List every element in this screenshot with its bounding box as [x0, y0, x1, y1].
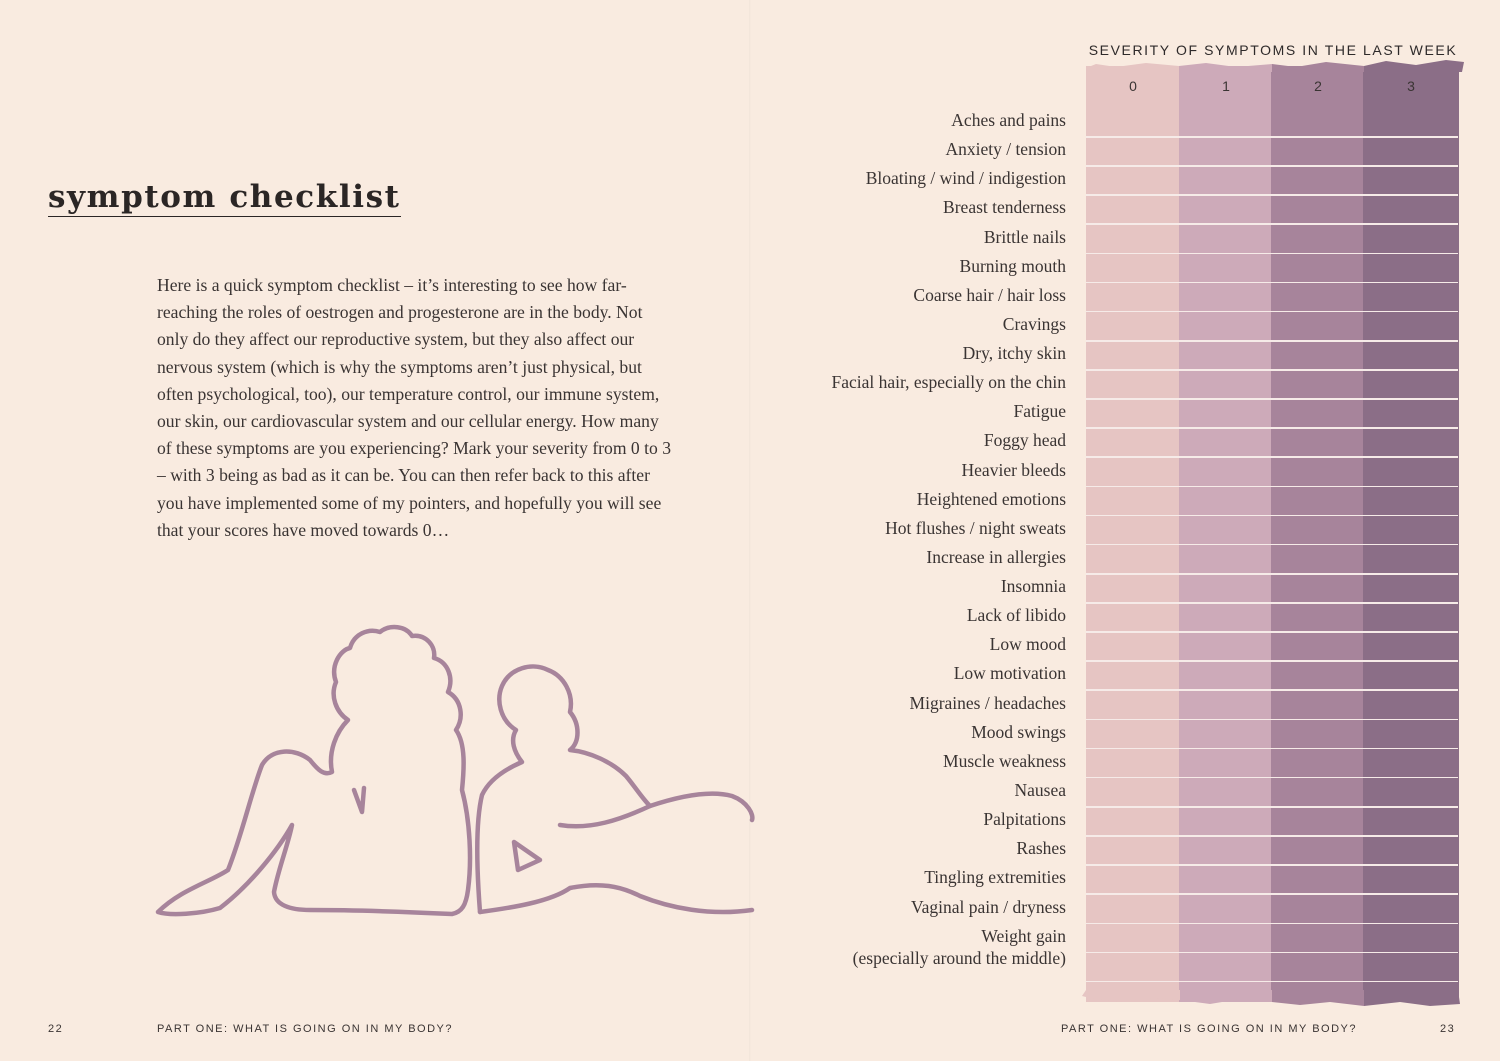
symptom-label: Migraines / headaches [909, 692, 1066, 713]
symptom-label: Brittle nails [983, 226, 1066, 247]
row-rule [1086, 543, 1458, 546]
symptom-label: Low mood [989, 634, 1066, 655]
row-rule [1086, 427, 1458, 429]
right-woman-hip [557, 803, 653, 829]
row-rule [1086, 922, 1458, 925]
two-women-illustration [155, 624, 755, 917]
brush-edge-bottom [1082, 990, 1460, 1006]
row-rule [1086, 980, 1458, 983]
symptom-label: Mood swings [971, 721, 1066, 742]
severity-band-3 [1363, 66, 1459, 1002]
row-rule [1086, 514, 1458, 517]
row-rule [1086, 951, 1458, 954]
page-title: symptom checklist [48, 180, 401, 218]
symptom-label: Heavier bleeds [961, 459, 1066, 480]
symptom-label: Tingling extremities [924, 867, 1066, 888]
symptom-label: Dry, itchy skin [962, 343, 1066, 364]
symptom-label: Insomnia [1000, 576, 1066, 597]
symptom-label: Increase in allergies [926, 546, 1066, 567]
symptom-label: Fatigue [1013, 401, 1067, 422]
symptom-label: Weight gain [981, 925, 1066, 946]
symptom-label: Breast tenderness [943, 197, 1066, 218]
symptom-label: Aches and pains [951, 110, 1066, 130]
right-woman-arm-gap [511, 839, 543, 873]
symptom-label: Lack of libido [966, 605, 1066, 626]
book-spine [749, 0, 751, 1061]
symptom-label: Facial hair, especially on the chin [831, 372, 1067, 393]
left-running-head: PART ONE: WHAT IS GOING ON IN MY BODY? [157, 1023, 453, 1035]
row-rule [1086, 310, 1458, 313]
severity-band-0 [1086, 66, 1180, 1002]
left-woman-outline [155, 624, 473, 917]
symptom-note: (especially around the middle) [852, 947, 1066, 968]
row-rule [1086, 456, 1458, 459]
severity-band-2 [1271, 66, 1364, 1002]
symptom-label: Hot flushes / night sweats [885, 517, 1066, 538]
row-rule [1086, 136, 1458, 138]
symptom-label: Anxiety / tension [945, 139, 1066, 160]
symptom-label: Low motivation [953, 663, 1066, 684]
row-rule [1086, 893, 1458, 895]
symptom-label: Vaginal pain / dryness [910, 896, 1066, 917]
row-rule [1086, 805, 1458, 808]
row-rule [1086, 252, 1458, 255]
brush-edge-top [1086, 60, 1464, 72]
symptom-label: Heightened emotions [916, 488, 1066, 509]
symptom-label: Palpitations [983, 809, 1066, 830]
symptom-label: Nausea [1014, 779, 1066, 800]
row-rule [1086, 281, 1458, 284]
row-rule [1086, 660, 1458, 662]
symptom-label: Bloating / wind / indigestion [865, 168, 1066, 189]
row-rule [1086, 602, 1458, 604]
row-rule [1086, 194, 1458, 196]
left-page-number: 22 [48, 1023, 64, 1035]
row-rule [1086, 747, 1458, 750]
severity-band-1 [1179, 66, 1272, 1002]
right-running-head: PART ONE: WHAT IS GOING ON IN MY BODY? [1061, 1023, 1357, 1035]
chart-heading: SEVERITY OF SYMPTOMS IN THE LAST WEEK [1088, 42, 1458, 58]
row-rule [1086, 718, 1458, 721]
left-woman-arm-gap [351, 785, 367, 815]
symptom-label: Muscle weakness [943, 750, 1066, 771]
row-rule [1086, 398, 1458, 400]
row-rule [1086, 835, 1458, 837]
scale-label-1: 1 [1222, 78, 1230, 94]
row-rule [1086, 369, 1458, 371]
row-rule [1086, 689, 1458, 692]
right-page-number: 23 [1440, 1023, 1456, 1035]
row-rule [1086, 485, 1458, 488]
row-rule [1086, 339, 1458, 342]
scale-label-0: 0 [1129, 78, 1137, 94]
row-rule [1086, 165, 1458, 167]
row-rule [1086, 223, 1458, 225]
intro-paragraph: Here is a quick symptom checklist – it’s… [157, 275, 671, 540]
symptom-label: Cravings [1002, 313, 1066, 334]
symptom-label: Rashes [1016, 838, 1066, 859]
scale-label-3: 3 [1407, 78, 1415, 94]
scale-label-2: 2 [1314, 78, 1322, 94]
row-rule [1086, 776, 1458, 779]
row-rule [1086, 572, 1458, 575]
right-woman-leg [477, 882, 755, 915]
symptom-label: Foggy head [983, 430, 1066, 451]
symptom-label: Burning mouth [959, 255, 1066, 276]
row-rule [1086, 631, 1458, 633]
symptom-label: Coarse hair / hair loss [913, 284, 1066, 305]
right-woman-outline [474, 664, 755, 915]
row-rule [1086, 864, 1458, 866]
